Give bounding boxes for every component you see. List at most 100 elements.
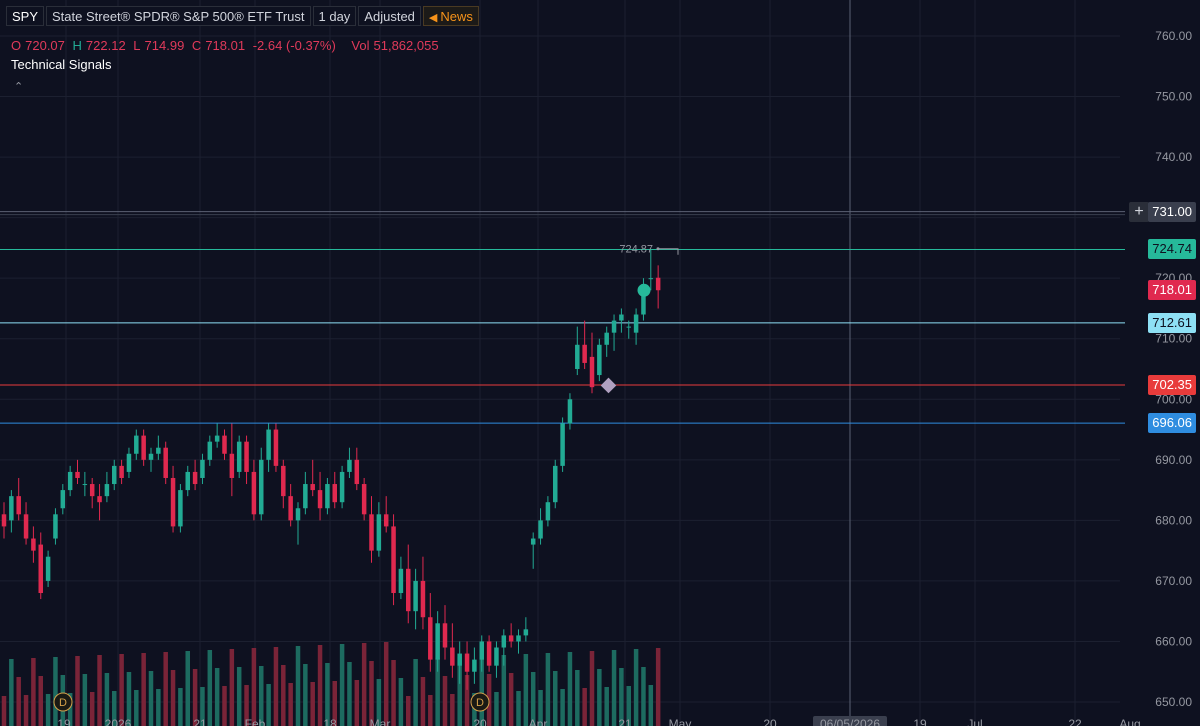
candle-body — [553, 465, 558, 503]
high-marker-label: 724.87 — [619, 244, 653, 256]
volume-bar — [545, 653, 551, 726]
candle-body — [369, 514, 374, 551]
adjustment-button[interactable]: Adjusted — [358, 6, 421, 26]
volume-bar — [575, 670, 580, 726]
volume-bar — [148, 671, 154, 726]
candle-body — [428, 617, 433, 660]
add-alert-plus-icon[interactable]: + — [1129, 202, 1149, 222]
volume-bar — [170, 670, 176, 726]
volume-bar — [9, 659, 14, 726]
time-axis-label: May — [669, 717, 692, 726]
candle-body — [545, 502, 551, 521]
candle-body — [75, 471, 80, 478]
volume-bar — [332, 681, 337, 726]
symbol-ticker[interactable]: SPY — [6, 6, 45, 26]
volume-bar — [104, 673, 110, 726]
candle-body — [317, 490, 323, 509]
candle-body — [501, 635, 507, 648]
volume-bar — [259, 666, 264, 726]
volume-bar — [655, 648, 661, 726]
volume-bar — [295, 646, 301, 726]
time-axis: 19 2026 21 Feb 18 Mar 20 Apr 21 May 20 06/05/2026 19… — [57, 716, 1141, 726]
symbol-header: SPY State Street® SPDR® S&P 500® ETF Tru… — [6, 6, 481, 26]
candle-body — [479, 641, 484, 660]
candle-body — [266, 429, 271, 460]
interval-button[interactable]: 1 day — [312, 6, 357, 26]
volume-bar — [538, 690, 543, 726]
time-axis-label: 06/05/2026 — [820, 717, 880, 726]
volume-bar — [508, 673, 514, 726]
volume-bar — [597, 669, 602, 726]
volume-bar — [361, 643, 367, 726]
volume-bar — [134, 690, 139, 726]
close-value: 718.01 — [205, 38, 246, 53]
volume-bar — [200, 687, 205, 726]
price-axis-label: 700.00 — [1155, 392, 1192, 406]
volume-bar — [112, 691, 117, 726]
candle-body — [112, 465, 117, 485]
volume-bar — [376, 679, 382, 726]
candle-body — [38, 544, 43, 594]
volume-bar — [604, 687, 609, 726]
candle-body — [420, 580, 426, 618]
news-label: News — [440, 9, 473, 24]
volume-bar — [38, 676, 43, 726]
candle-body — [376, 514, 382, 551]
volume-bar — [192, 669, 198, 726]
time-axis-label: 22 — [1068, 717, 1082, 726]
collapse-caret-icon[interactable]: ⌃ — [14, 81, 24, 93]
volume-bar — [141, 653, 146, 726]
horizontal-price-lines — [0, 211, 1125, 424]
volume-bar — [273, 647, 279, 726]
volume-bar — [156, 689, 161, 726]
volume-bar — [75, 656, 80, 726]
candle-body — [236, 441, 242, 472]
candle-body — [23, 514, 29, 539]
candlesticks — [1, 248, 661, 690]
candle-body — [611, 320, 617, 333]
volume-bar — [523, 654, 529, 726]
time-axis-label: 21 — [193, 717, 207, 726]
candle-body — [464, 653, 470, 672]
candle-body — [16, 496, 21, 515]
price-tag: 712.61 — [1148, 312, 1196, 333]
volume-bar — [413, 659, 418, 726]
volume-bar — [435, 658, 440, 726]
candle-body — [67, 471, 73, 491]
indicator-title[interactable]: Technical Signals — [11, 57, 112, 72]
volume-bar — [119, 654, 124, 726]
symbol-name[interactable]: State Street® SPDR® S&P 500® ETF Trust — [46, 6, 311, 26]
candle-body — [60, 490, 66, 509]
volume-bar — [281, 665, 286, 726]
time-axis-label: Feb — [245, 717, 266, 726]
volume-bar — [391, 660, 396, 726]
volume-bar — [16, 677, 21, 726]
time-axis-label: 20 — [473, 717, 487, 726]
price-tag: 696.06 — [1148, 413, 1196, 434]
time-axis-label: Jul — [967, 717, 982, 726]
volume-bar — [339, 644, 345, 726]
volume-bar — [207, 650, 213, 726]
candle-body — [89, 484, 95, 497]
candle-body — [516, 635, 521, 642]
volume-bar — [648, 685, 654, 726]
change-value: -2.64 (-0.37%) — [252, 38, 336, 53]
news-button[interactable]: ◀ News — [422, 6, 479, 26]
candle-body — [163, 447, 168, 478]
time-axis-label: 18 — [323, 717, 337, 726]
open-label: O — [11, 38, 22, 53]
candle-body — [383, 514, 389, 527]
candle-body — [53, 514, 58, 539]
volume-bar — [383, 642, 389, 726]
volume-bar — [633, 649, 639, 726]
volume-bar — [266, 684, 271, 726]
signal-diamond-icon — [600, 377, 617, 394]
volume-bar — [251, 648, 257, 726]
candle-body — [207, 441, 213, 460]
candle-body — [398, 568, 404, 594]
time-axis-label: Apr — [529, 717, 548, 726]
candle-body — [648, 278, 654, 280]
crosshair-date-box — [813, 716, 887, 726]
candle-body — [332, 484, 337, 503]
